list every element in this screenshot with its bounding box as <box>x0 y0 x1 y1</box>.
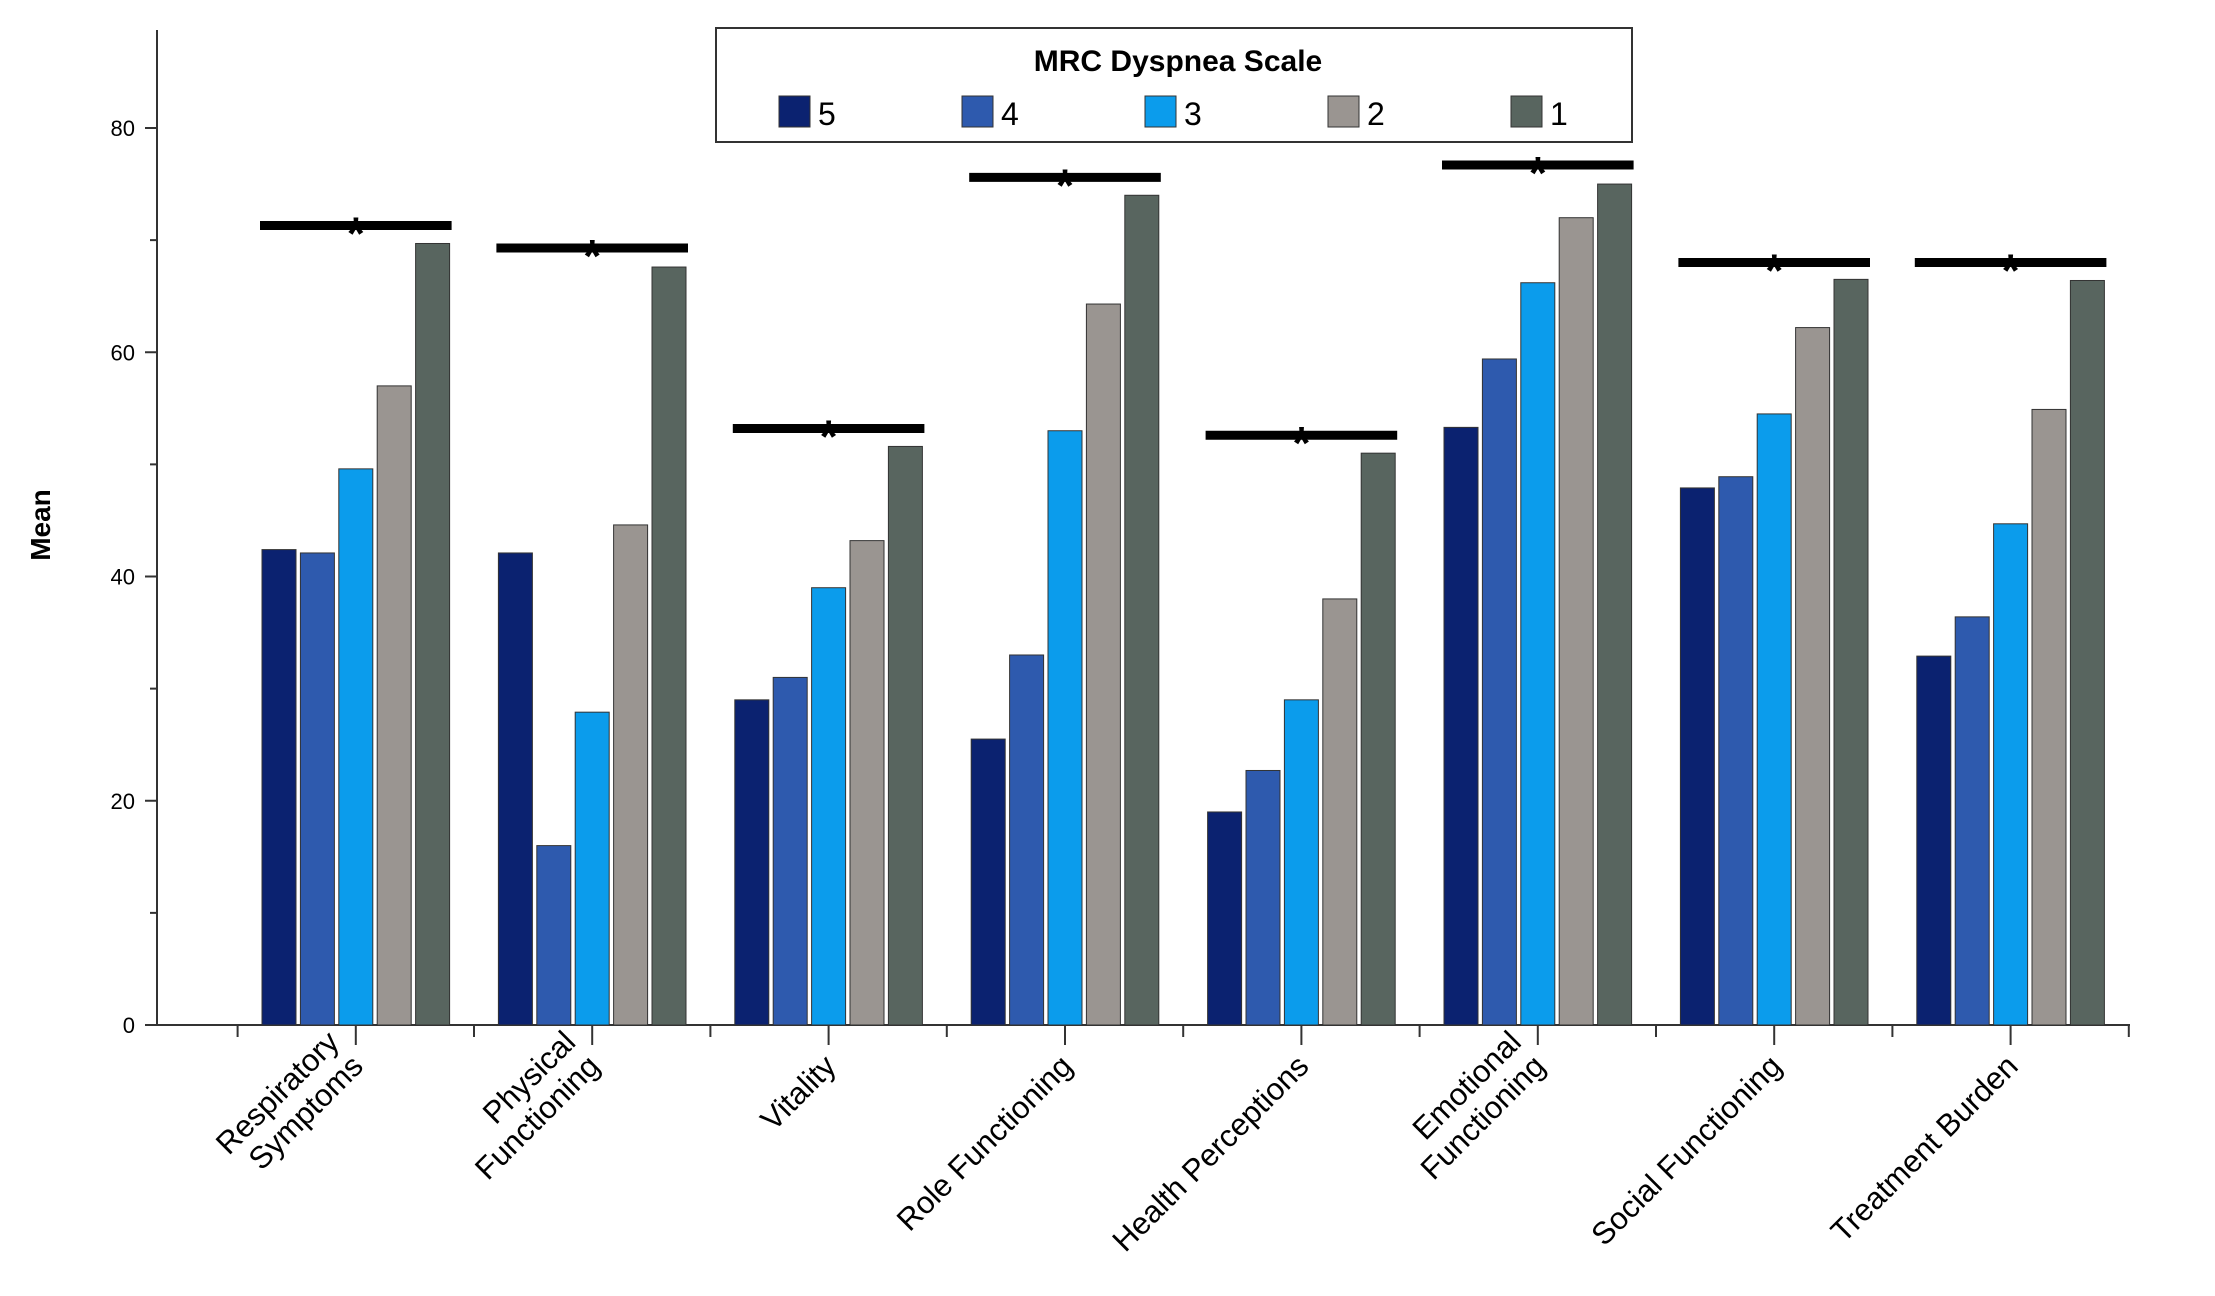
y-tick-label: 80 <box>111 116 135 141</box>
bars <box>261 183 2105 1026</box>
significance-star: * <box>2002 245 2020 297</box>
bar-series-5 <box>261 549 297 1026</box>
significance-star: * <box>583 230 601 282</box>
x-category-label: Vitality <box>754 1048 843 1137</box>
bar-series-3 <box>1756 413 1792 1026</box>
x-category-label: RespiratorySymptoms <box>209 1024 370 1185</box>
significance-star: * <box>1056 159 1074 211</box>
legend-label-2: 2 <box>1367 96 1385 132</box>
bar-series-2 <box>849 540 885 1026</box>
bar-series-3 <box>574 711 610 1026</box>
legend-swatch-5 <box>778 95 811 128</box>
bar-series-4 <box>772 676 808 1026</box>
significance-star: * <box>820 410 838 462</box>
bar-series-3 <box>1520 282 1556 1026</box>
bar-series-5 <box>1443 426 1479 1026</box>
y-tick-label: 0 <box>123 1013 135 1038</box>
x-category-label-line: Treatment Burden <box>1824 1048 2025 1249</box>
significance-markers: * * * * * * * * <box>260 147 2107 469</box>
legend-swatch-3 <box>1144 95 1177 128</box>
bar-series-5 <box>970 738 1006 1026</box>
bar-series-1 <box>1124 194 1160 1026</box>
bar-series-4 <box>1954 616 1990 1026</box>
bar-series-1 <box>887 445 923 1026</box>
x-category-label: PhysicalFunctioning <box>444 1024 606 1186</box>
significance-star: * <box>1529 147 1547 199</box>
bar-series-5 <box>1679 487 1715 1026</box>
bar-series-2 <box>613 524 649 1026</box>
bar-series-2 <box>1085 303 1121 1026</box>
bar-series-4 <box>1481 358 1517 1026</box>
bar-series-1 <box>2069 279 2105 1026</box>
legend-label-4: 4 <box>1001 96 1019 132</box>
legend-label-1: 1 <box>1550 96 1568 132</box>
bar-series-1 <box>1597 183 1633 1026</box>
x-category-label: EmotionalFunctioning <box>1390 1024 1552 1186</box>
bar-series-1 <box>651 266 687 1026</box>
bar-series-5 <box>1916 655 1952 1026</box>
x-category-label: Health Perceptions <box>1105 1048 1315 1258</box>
x-category-label-line: Vitality <box>754 1048 843 1137</box>
x-category-label: Social Functioning <box>1584 1048 1788 1252</box>
y-axis-title: Mean <box>25 489 56 561</box>
legend-swatch-1 <box>1510 95 1543 128</box>
significance-star: * <box>347 208 365 260</box>
x-category-label-line: Social Functioning <box>1584 1048 1788 1252</box>
bar-series-4 <box>299 552 335 1026</box>
x-category-label: Role Functioning <box>890 1048 1079 1237</box>
x-category-label-line: Role Functioning <box>890 1048 1079 1237</box>
bar-series-3 <box>811 587 847 1026</box>
bar-series-4 <box>1718 476 1754 1026</box>
category-labels: RespiratorySymptoms PhysicalFunctioning Vi… <box>209 1024 2025 1258</box>
bar-series-4 <box>536 845 572 1026</box>
significance-star: * <box>1765 245 1783 297</box>
bar-series-4 <box>1009 654 1045 1026</box>
bar-series-5 <box>497 552 533 1026</box>
legend-label-5: 5 <box>818 96 836 132</box>
bar-series-3 <box>1283 699 1319 1026</box>
bar-series-3 <box>338 468 374 1026</box>
legend-label-3: 3 <box>1184 96 1202 132</box>
bar-series-5 <box>734 699 770 1026</box>
y-tick-label: 40 <box>111 565 135 590</box>
x-category-label: Treatment Burden <box>1824 1048 2025 1249</box>
bar-series-1 <box>1360 452 1396 1026</box>
bar-series-1 <box>1833 278 1869 1026</box>
legend-swatch-4 <box>961 95 994 128</box>
legend-title: MRC Dyspnea Scale <box>1034 45 1322 78</box>
significance-star: * <box>1292 417 1310 469</box>
bar-series-4 <box>1245 769 1281 1026</box>
bar-series-3 <box>1993 523 2029 1026</box>
bar-series-2 <box>2031 408 2067 1026</box>
y-tick-label: 20 <box>111 789 135 814</box>
bar-series-2 <box>1558 217 1594 1026</box>
x-category-label-line: Health Perceptions <box>1105 1048 1315 1258</box>
bar-series-3 <box>1047 430 1083 1026</box>
bar-series-5 <box>1207 811 1243 1026</box>
legend-swatch-2 <box>1327 95 1360 128</box>
bar-series-2 <box>1795 327 1831 1026</box>
bar-series-2 <box>376 385 412 1026</box>
legend: MRC Dyspnea Scale 5 4 3 2 1 <box>715 27 1633 143</box>
bar-series-1 <box>415 242 451 1026</box>
bar-series-2 <box>1322 598 1358 1026</box>
y-tick-label: 60 <box>111 340 135 365</box>
